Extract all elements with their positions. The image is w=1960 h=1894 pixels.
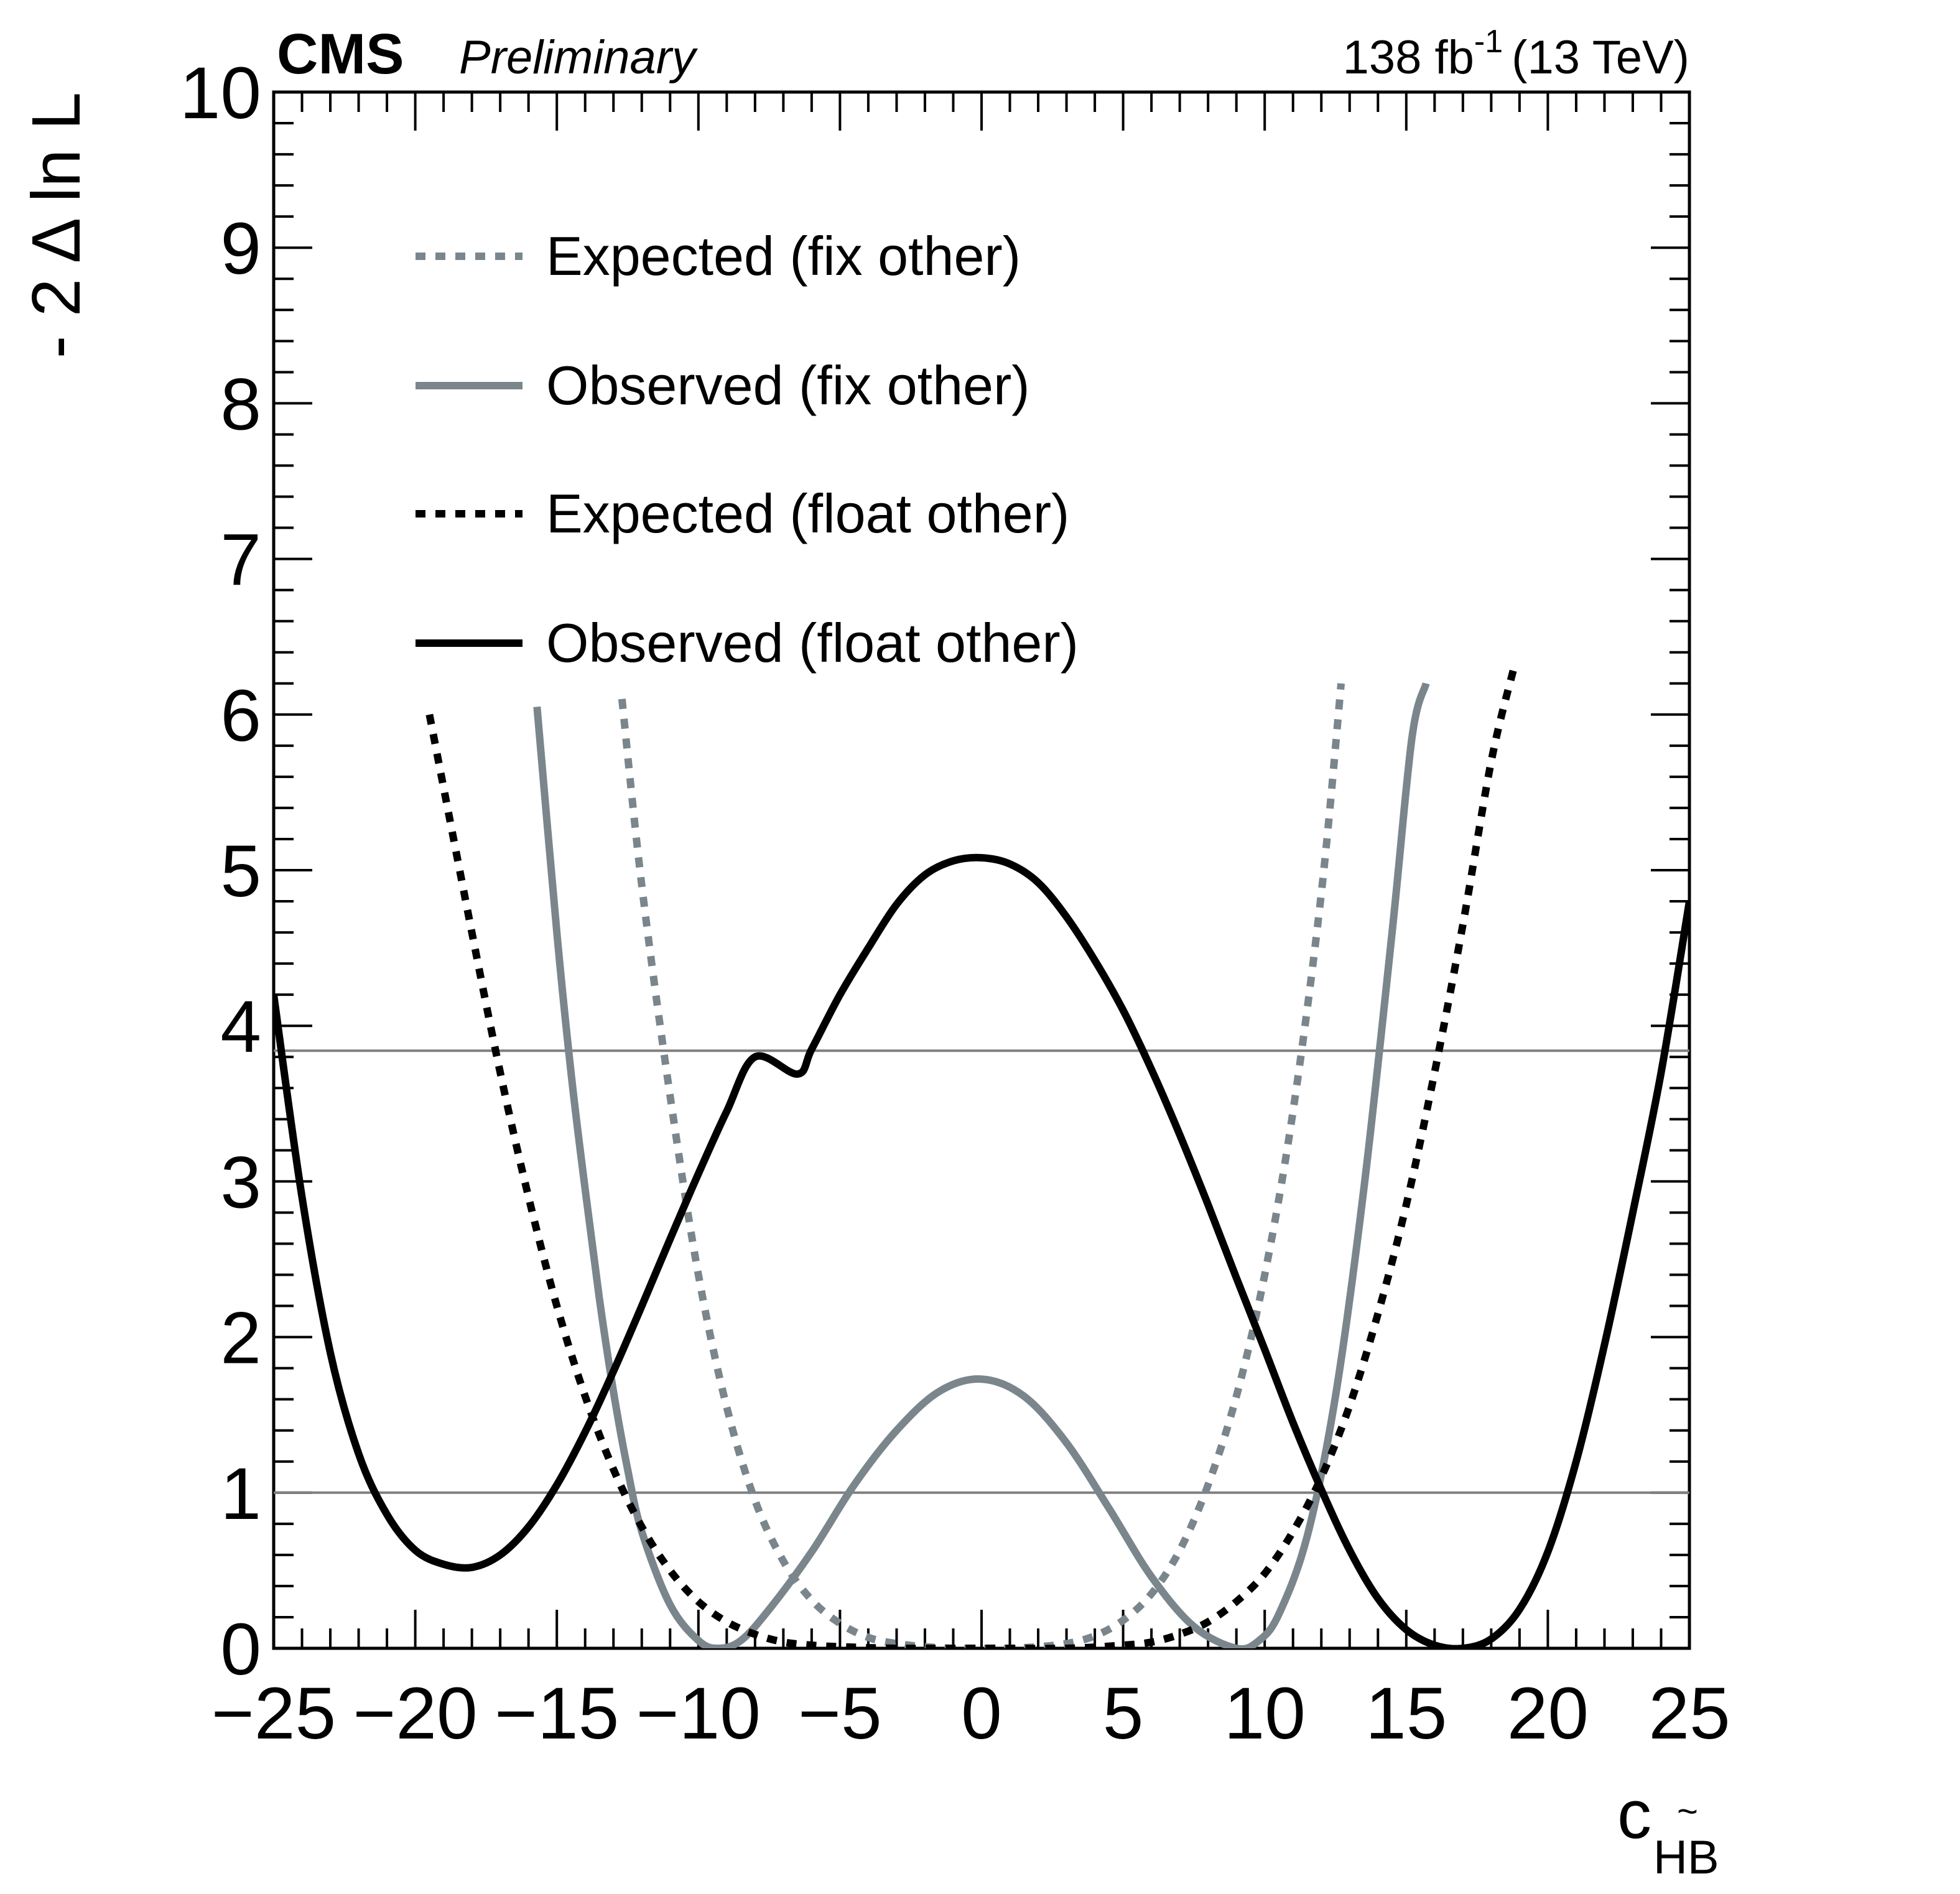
x-tick-label: 10 [1224, 1673, 1306, 1755]
legend-label: Observed (fix other) [546, 355, 1030, 416]
y-tick-label: 3 [220, 1141, 261, 1223]
y-tick-label: 7 [220, 519, 261, 601]
y-axis-tick-labels: 0 1 2 3 4 5 6 7 8 9 10 [180, 52, 261, 1691]
x-axis-title-subscript: HB [1653, 1831, 1719, 1884]
x-tick-label: 5 [1103, 1673, 1144, 1755]
y-tick-label: 4 [220, 986, 261, 1068]
y-tick-label: 1 [220, 1453, 261, 1535]
series-line-observed-float-other [274, 853, 1689, 1648]
x-tick-label: −25 [211, 1673, 336, 1755]
experiment-label: CMS [277, 22, 404, 86]
y-tick-label: 0 [220, 1609, 261, 1691]
x-tick-label: −20 [353, 1673, 478, 1755]
legend-label: Observed (float other) [546, 612, 1079, 674]
luminosity-value: 138 fb [1343, 31, 1474, 84]
x-tick-label: 20 [1507, 1673, 1589, 1755]
y-tick-label: 8 [220, 363, 261, 445]
x-tick-label: 25 [1648, 1673, 1730, 1755]
y-tick-label: 2 [220, 1297, 261, 1380]
y-tick-label: 10 [180, 52, 261, 134]
series-line-observed-fix-other [533, 682, 1430, 1648]
luminosity-label: 138 fb-1 (13 TeV) [1343, 24, 1689, 84]
x-tick-label: 15 [1365, 1673, 1447, 1755]
y-tick-label: 5 [220, 830, 261, 912]
status-label: Preliminary [459, 31, 698, 84]
likelihood-curves [274, 667, 1689, 1648]
reference-lines [274, 1049, 1689, 1494]
series-line-expected-fix-other [618, 683, 1345, 1648]
legend-label: Expected (float other) [546, 483, 1069, 544]
legend-label: Expected (fix other) [546, 225, 1021, 287]
legend: Expected (fix other) Observed (fix other)… [416, 225, 1079, 674]
x-tick-label: −10 [636, 1673, 761, 1755]
axis-ticks [272, 91, 1691, 1650]
y-tick-label: 6 [220, 675, 261, 757]
x-axis-title-main: c [1617, 1776, 1651, 1853]
x-axis-title-accent: ~ [1677, 1791, 1698, 1832]
energy-label: (13 TeV) [1512, 31, 1689, 84]
x-axis-tick-labels: −25 −20 −15 −10 −5 0 5 10 15 20 25 [211, 1673, 1730, 1755]
x-tick-label: −5 [798, 1673, 882, 1755]
x-axis-title: c HB ~ [1617, 1776, 1719, 1884]
x-tick-label: −15 [495, 1673, 619, 1755]
y-tick-label: 9 [220, 208, 261, 290]
luminosity-exponent: -1 [1474, 24, 1503, 60]
y-axis-title: - 2 Δ ln L [18, 92, 95, 358]
series-line-expected-float-other [425, 667, 1518, 1648]
x-tick-label: 0 [961, 1673, 1002, 1755]
plot-frame [272, 90, 1691, 1650]
